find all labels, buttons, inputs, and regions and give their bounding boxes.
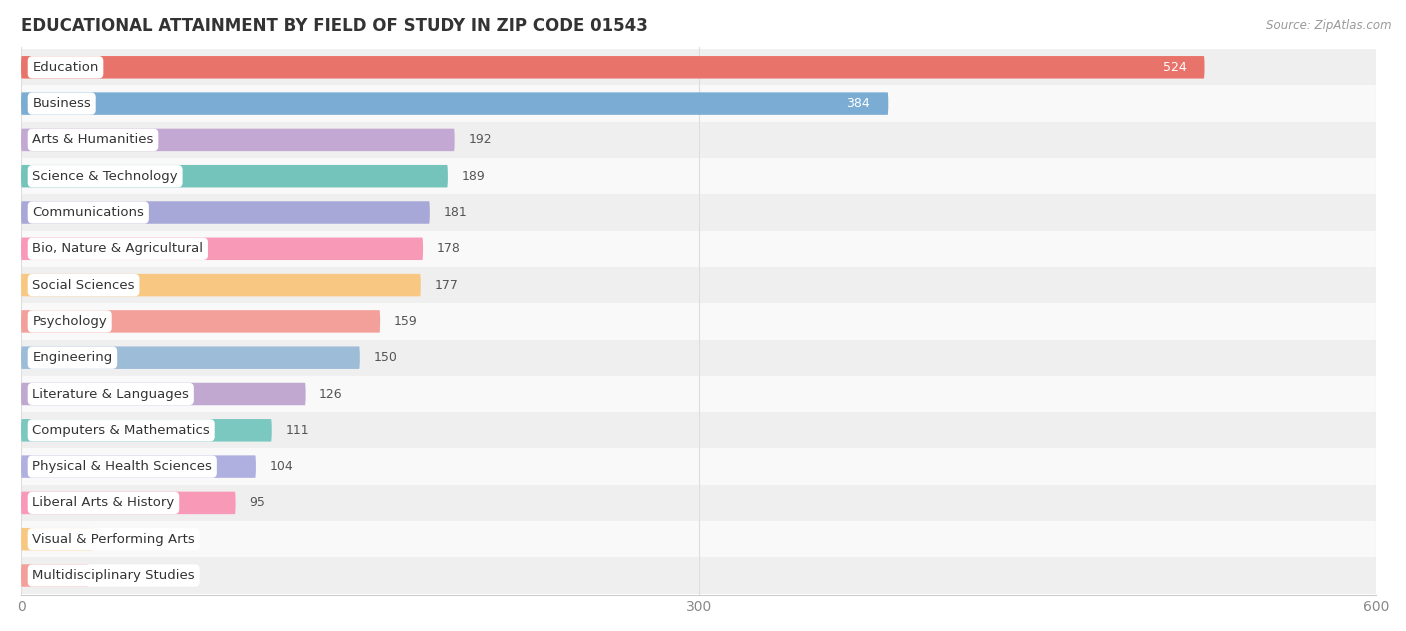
Text: 177: 177	[434, 279, 458, 292]
FancyBboxPatch shape	[21, 310, 380, 333]
Text: Social Sciences: Social Sciences	[32, 279, 135, 292]
FancyBboxPatch shape	[21, 383, 305, 405]
Bar	[21, 122, 1376, 158]
FancyBboxPatch shape	[21, 528, 93, 550]
Text: Liberal Arts & History: Liberal Arts & History	[32, 497, 174, 509]
Text: Education: Education	[32, 61, 98, 74]
Text: Communications: Communications	[32, 206, 145, 219]
FancyBboxPatch shape	[21, 201, 430, 224]
Bar	[21, 557, 1376, 594]
FancyBboxPatch shape	[21, 237, 423, 260]
FancyBboxPatch shape	[21, 419, 271, 442]
Bar	[21, 85, 1376, 122]
Text: Literature & Languages: Literature & Languages	[32, 387, 190, 401]
Text: Business: Business	[32, 97, 91, 110]
FancyBboxPatch shape	[21, 274, 420, 297]
Bar	[21, 521, 1376, 557]
Text: 126: 126	[319, 387, 343, 401]
Bar	[21, 158, 1376, 194]
Bar	[21, 49, 1376, 85]
Text: Physical & Health Sciences: Physical & Health Sciences	[32, 460, 212, 473]
Text: 111: 111	[285, 424, 309, 437]
FancyBboxPatch shape	[21, 129, 454, 151]
FancyBboxPatch shape	[21, 92, 889, 115]
Text: 32: 32	[107, 533, 122, 546]
Bar	[21, 485, 1376, 521]
Text: 95: 95	[249, 497, 264, 509]
Bar	[21, 376, 1376, 412]
Text: Engineering: Engineering	[32, 351, 112, 364]
Text: Bio, Nature & Agricultural: Bio, Nature & Agricultural	[32, 242, 204, 256]
Text: Multidisciplinary Studies: Multidisciplinary Studies	[32, 569, 195, 582]
Text: Computers & Mathematics: Computers & Mathematics	[32, 424, 209, 437]
Bar	[21, 339, 1376, 376]
Text: 104: 104	[270, 460, 294, 473]
Text: Science & Technology: Science & Technology	[32, 170, 179, 183]
Text: 159: 159	[394, 315, 418, 328]
Text: Arts & Humanities: Arts & Humanities	[32, 133, 153, 146]
FancyBboxPatch shape	[21, 564, 89, 587]
FancyBboxPatch shape	[21, 56, 1205, 78]
Bar	[21, 412, 1376, 449]
Text: Source: ZipAtlas.com: Source: ZipAtlas.com	[1267, 19, 1392, 32]
Text: 189: 189	[461, 170, 485, 183]
Text: 192: 192	[468, 133, 492, 146]
Text: Psychology: Psychology	[32, 315, 107, 328]
Bar	[21, 267, 1376, 304]
Bar	[21, 304, 1376, 339]
Bar	[21, 194, 1376, 231]
Text: 178: 178	[437, 242, 461, 256]
FancyBboxPatch shape	[21, 492, 236, 514]
FancyBboxPatch shape	[21, 346, 360, 369]
Bar	[21, 449, 1376, 485]
Text: 524: 524	[1163, 61, 1187, 74]
Bar	[21, 231, 1376, 267]
Text: 150: 150	[374, 351, 398, 364]
FancyBboxPatch shape	[21, 456, 256, 478]
Text: Visual & Performing Arts: Visual & Performing Arts	[32, 533, 195, 546]
Text: 384: 384	[846, 97, 870, 110]
Text: 181: 181	[443, 206, 467, 219]
FancyBboxPatch shape	[21, 165, 449, 187]
Text: EDUCATIONAL ATTAINMENT BY FIELD OF STUDY IN ZIP CODE 01543: EDUCATIONAL ATTAINMENT BY FIELD OF STUDY…	[21, 16, 648, 35]
Text: 0: 0	[98, 569, 105, 582]
